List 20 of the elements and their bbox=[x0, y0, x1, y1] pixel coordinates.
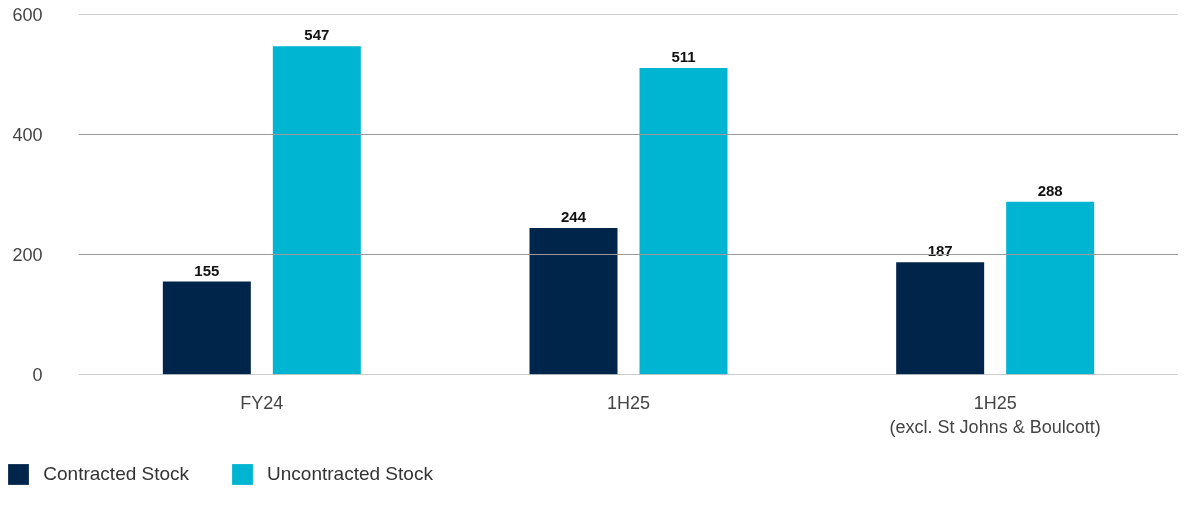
data-label: 244 bbox=[560, 208, 587, 226]
legend-label: Contracted Stock bbox=[43, 463, 190, 485]
data-label: 288 bbox=[1037, 181, 1063, 199]
data-label: 547 bbox=[304, 26, 330, 44]
bar bbox=[529, 228, 618, 375]
x-tick-label: FY24 bbox=[240, 392, 284, 413]
y-tick-label: 200 bbox=[12, 245, 43, 265]
bar bbox=[1006, 201, 1095, 375]
bar bbox=[896, 262, 985, 375]
data-label: 511 bbox=[671, 47, 696, 65]
x-tick-label: 1H25 (excl. St Johns & Boulcott) bbox=[889, 392, 1101, 437]
data-label: 155 bbox=[194, 261, 220, 279]
bar bbox=[162, 281, 251, 375]
y-tick-label: 600 bbox=[12, 5, 43, 25]
bar bbox=[272, 46, 361, 375]
legend-label: Uncontracted Stock bbox=[267, 463, 433, 485]
x-tick-label: 1H25 bbox=[606, 392, 651, 413]
bar bbox=[639, 67, 728, 375]
y-tick-label: 400 bbox=[12, 125, 43, 145]
y-tick-label: 0 bbox=[32, 365, 43, 385]
